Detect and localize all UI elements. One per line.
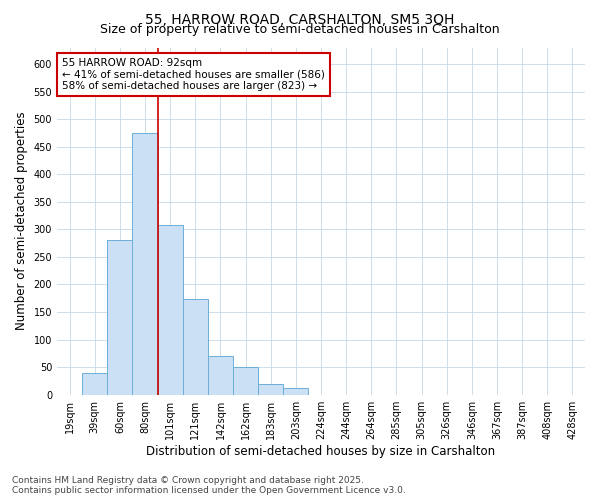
Bar <box>107 240 133 394</box>
Bar <box>158 225 183 394</box>
Text: Contains HM Land Registry data © Crown copyright and database right 2025.
Contai: Contains HM Land Registry data © Crown c… <box>12 476 406 495</box>
Bar <box>258 384 283 394</box>
Bar <box>183 300 208 394</box>
X-axis label: Distribution of semi-detached houses by size in Carshalton: Distribution of semi-detached houses by … <box>146 444 496 458</box>
Bar <box>133 133 158 394</box>
Bar <box>208 356 233 395</box>
Bar <box>82 372 107 394</box>
Y-axis label: Number of semi-detached properties: Number of semi-detached properties <box>15 112 28 330</box>
Bar <box>233 367 258 394</box>
Text: 55 HARROW ROAD: 92sqm
← 41% of semi-detached houses are smaller (586)
58% of sem: 55 HARROW ROAD: 92sqm ← 41% of semi-deta… <box>62 58 325 91</box>
Text: 55, HARROW ROAD, CARSHALTON, SM5 3QH: 55, HARROW ROAD, CARSHALTON, SM5 3QH <box>145 12 455 26</box>
Text: Size of property relative to semi-detached houses in Carshalton: Size of property relative to semi-detach… <box>100 22 500 36</box>
Bar <box>283 388 308 394</box>
